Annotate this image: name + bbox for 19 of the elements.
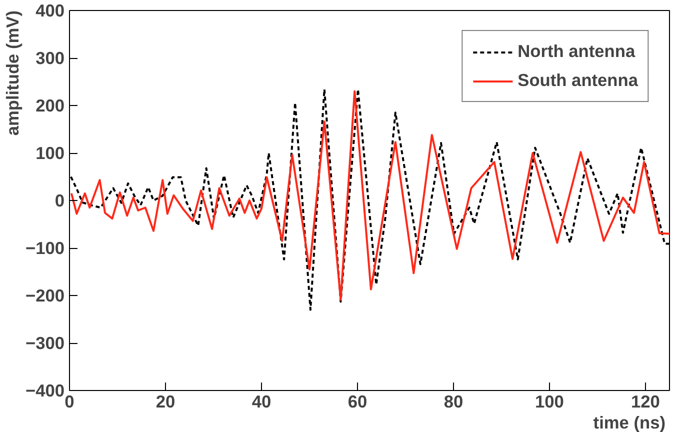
x-tick-label: 120 bbox=[631, 392, 660, 412]
y-tick-label: −100 bbox=[25, 238, 64, 258]
y-tick-label: −200 bbox=[25, 286, 64, 306]
legend-label: South antenna bbox=[518, 70, 638, 91]
legend-label: North antenna bbox=[518, 41, 636, 62]
y-tick-label: −300 bbox=[25, 333, 64, 353]
x-tick-label: 60 bbox=[348, 392, 368, 412]
x-tick-label: 20 bbox=[156, 392, 176, 412]
y-tick-label: −400 bbox=[25, 380, 64, 400]
y-tick-label: 200 bbox=[36, 96, 65, 116]
x-tick-label: 80 bbox=[444, 392, 464, 412]
y-tick-label: 300 bbox=[36, 48, 65, 68]
y-axis-title: amplitude (mV) bbox=[2, 10, 22, 136]
x-tick-label: 40 bbox=[252, 392, 272, 412]
x-tick-label: 100 bbox=[535, 392, 564, 412]
y-tick-label: 100 bbox=[36, 143, 65, 163]
x-axis-title: time (ns) bbox=[593, 412, 666, 432]
y-tick-label: 0 bbox=[54, 190, 65, 210]
y-tick-label: 400 bbox=[36, 0, 65, 20]
